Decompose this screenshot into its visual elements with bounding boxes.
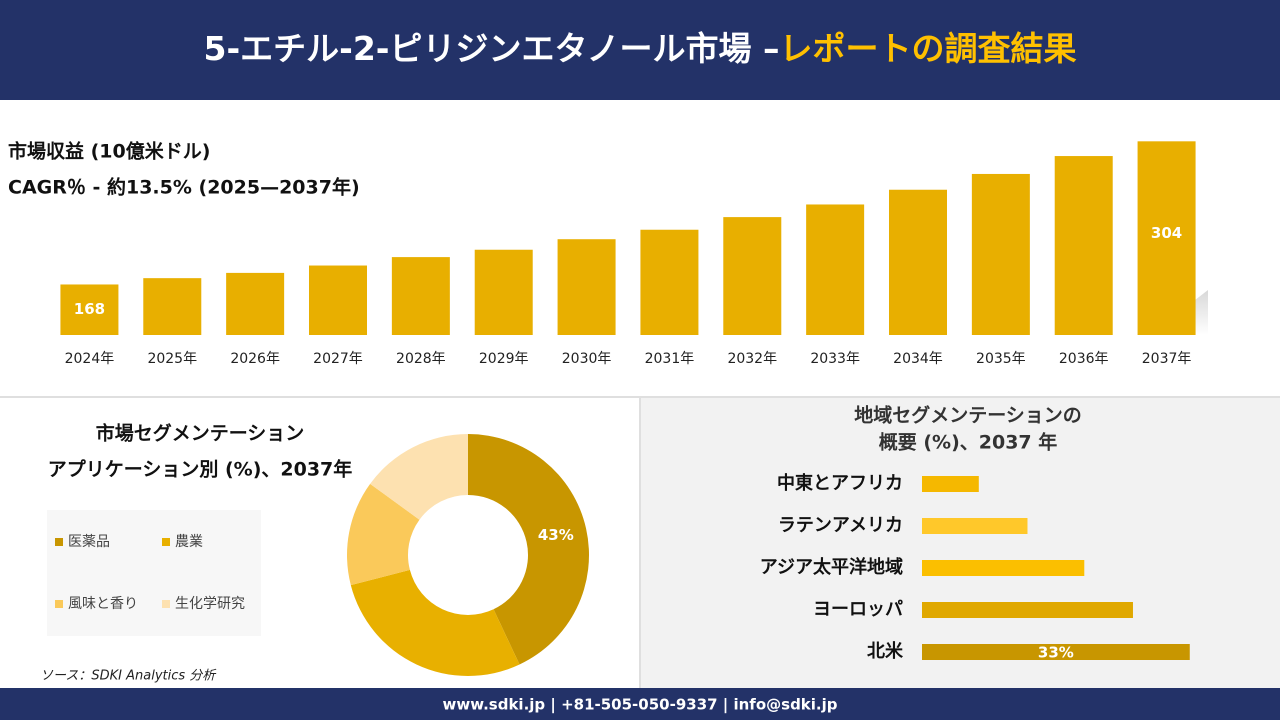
- category-label: アジア太平洋地域: [760, 556, 903, 578]
- bar: [922, 644, 1190, 660]
- chart-subtitle: アプリケーション別 (%)、2037年: [48, 458, 353, 481]
- donut-segment: [370, 434, 468, 520]
- donut-segment: [350, 569, 520, 676]
- source-note: ソース：SDKI Analytics 分析: [40, 669, 217, 684]
- bar: [922, 518, 1028, 534]
- donut-segment: [468, 434, 589, 665]
- legend-label: 生化学研究: [175, 596, 245, 612]
- page-title: 5-エチル-2-ピリジンエタノール市場 –レポートの調査結果: [203, 29, 1076, 68]
- x-tick-label: 2028年: [396, 351, 446, 367]
- x-tick-label: 2029年: [479, 351, 529, 367]
- bar: [60, 284, 119, 335]
- legend-swatch: [55, 600, 63, 608]
- bar: [971, 173, 1030, 335]
- bar: [640, 229, 699, 335]
- x-tick-label: 2025年: [147, 351, 197, 367]
- legend-swatch: [162, 600, 170, 608]
- category-label: ヨーロッパ: [813, 599, 903, 620]
- category-label: 北米: [867, 640, 904, 662]
- legend-box: [47, 510, 261, 636]
- bar: [474, 249, 533, 335]
- chart-title: 市場セグメンテーション: [96, 422, 305, 445]
- chart-title: 地域セグメンテーションの: [854, 404, 1082, 427]
- chart-subtitle: CAGR％ - 約13.5% (2025—2037年): [8, 176, 360, 199]
- title-main: 5-エチル-2-ピリジンエタノール市場 –: [203, 29, 779, 68]
- bar: [922, 476, 979, 492]
- x-tick-label: 2037年: [1142, 351, 1192, 367]
- bar: [922, 560, 1085, 576]
- bar: [391, 257, 450, 335]
- x-tick-label: 2034年: [893, 351, 943, 367]
- x-tick-label: 2026年: [230, 351, 280, 367]
- x-tick-label: 2024年: [65, 351, 115, 367]
- chart-title: 市場収益 (10億米ドル): [8, 140, 210, 163]
- x-tick-label: 2027年: [313, 351, 363, 367]
- x-tick-label: 2036年: [1059, 351, 1109, 367]
- category-label: ラテンアメリカ: [778, 515, 903, 536]
- x-tick-label: 2035年: [976, 351, 1026, 367]
- bar: [1137, 141, 1196, 335]
- footer-contact: www.sdki.jp | +81-505-050-9337 | info@sd…: [442, 696, 837, 715]
- bar: [806, 204, 865, 335]
- header-bar: [0, 0, 1280, 100]
- legend-label: 農業: [175, 534, 203, 550]
- category-label: 中東とアフリカ: [777, 472, 903, 494]
- x-tick-label: 2030年: [562, 351, 612, 367]
- data-label: 168: [74, 300, 105, 318]
- legend-label: 医薬品: [68, 534, 110, 550]
- bar: [889, 189, 947, 335]
- bar: [557, 239, 616, 335]
- footer-bar: [0, 688, 1280, 720]
- data-label: 304: [1151, 224, 1182, 242]
- bar: [309, 265, 367, 335]
- x-tick-label: 2033年: [810, 351, 860, 367]
- region-panel: [641, 398, 1280, 688]
- x-tick-label: 2031年: [645, 351, 695, 367]
- chart-title: 概要 (%)、2037 年: [879, 431, 1058, 454]
- bar: [922, 602, 1133, 618]
- data-label: 33%: [1038, 644, 1074, 662]
- legend-swatch: [162, 538, 170, 546]
- donut-segment: [347, 483, 420, 586]
- data-label: 43%: [538, 526, 574, 544]
- bar: [1054, 156, 1113, 335]
- x-tick-label: 2032年: [727, 351, 777, 367]
- bar: [143, 278, 202, 335]
- legend-label: 風味と香り: [68, 596, 138, 612]
- bar: [226, 272, 285, 335]
- bar: [723, 217, 782, 335]
- legend-swatch: [55, 538, 63, 546]
- title-highlight: レポートの調査結果: [780, 29, 1077, 68]
